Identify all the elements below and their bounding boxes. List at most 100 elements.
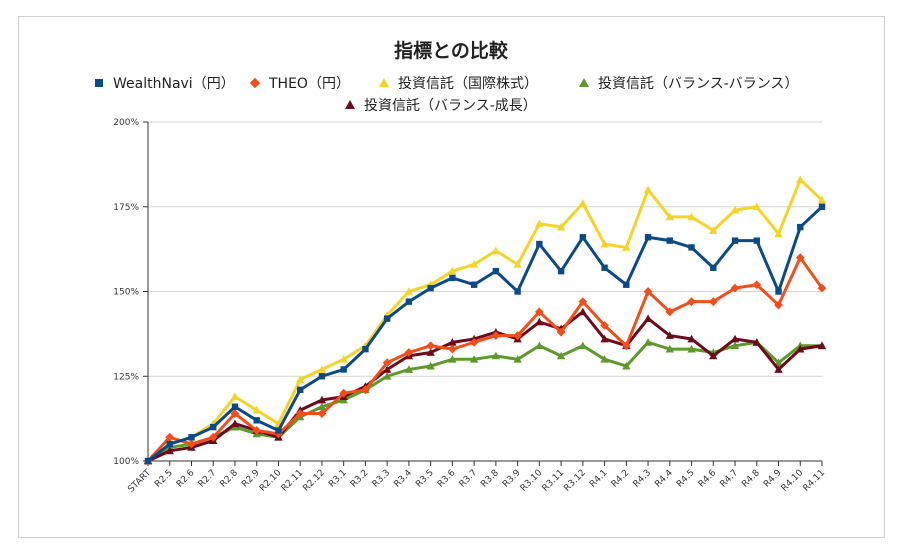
data-point — [797, 223, 804, 231]
series-line — [143, 307, 827, 465]
x-axis: START R2.5 R2.6 R2.7 R2.8 R2.9R2.10R2.11R2.12… — [126, 461, 827, 495]
series-line — [143, 253, 827, 466]
data-point — [448, 355, 457, 363]
data-point — [95, 79, 103, 87]
data-point — [774, 300, 783, 310]
gridlines — [148, 121, 822, 462]
x-tick-label: R4.2 — [610, 468, 632, 490]
legend-item: THEO（円） — [249, 76, 350, 92]
x-tick-label: R2.10 — [258, 468, 284, 494]
data-point — [578, 341, 588, 350]
data-point — [818, 203, 826, 210]
data-point — [600, 334, 609, 343]
x-tick-label: R4.5 — [675, 468, 697, 490]
data-point — [188, 434, 195, 441]
data-point — [317, 402, 327, 411]
x-tick-label: R4.8 — [740, 468, 762, 490]
data-point — [753, 237, 760, 244]
data-point — [339, 355, 348, 363]
data-point — [709, 351, 718, 360]
data-point — [382, 372, 392, 380]
data-point — [513, 355, 522, 363]
data-point — [469, 337, 479, 347]
data-point — [165, 446, 174, 455]
data-point — [578, 297, 588, 307]
x-tick-label: R4.10 — [780, 468, 806, 494]
data-point — [535, 219, 544, 228]
data-point — [492, 267, 500, 275]
data-point — [404, 287, 414, 295]
data-point — [230, 419, 240, 428]
data-point — [687, 334, 696, 343]
series-path — [147, 178, 824, 463]
data-point — [665, 344, 675, 353]
data-point — [534, 307, 544, 317]
data-point — [666, 237, 674, 244]
data-point — [817, 195, 827, 204]
data-point — [317, 409, 327, 418]
x-tick-label: R2.7 — [197, 468, 219, 490]
data-point — [536, 240, 543, 248]
data-point — [687, 297, 696, 307]
data-point — [491, 351, 501, 360]
data-point — [447, 344, 457, 354]
x-tick-label: R4.11 — [801, 468, 827, 494]
data-point — [345, 100, 355, 109]
data-point — [665, 307, 675, 317]
data-point — [449, 274, 456, 282]
data-point — [405, 298, 413, 305]
data-point — [687, 344, 696, 353]
data-point — [730, 283, 740, 293]
data-point — [210, 423, 217, 431]
data-point — [643, 338, 653, 346]
data-point — [382, 358, 392, 368]
data-point — [687, 212, 696, 221]
legend-item: WealthNavi（円） — [95, 76, 235, 92]
data-point — [730, 341, 740, 350]
legend-item: 投資信託（バランス-成長） — [345, 98, 537, 114]
data-point — [556, 222, 566, 231]
data-point — [317, 365, 327, 373]
data-point — [708, 297, 718, 307]
data-point — [774, 358, 783, 367]
data-point — [448, 338, 457, 346]
x-tick-label: R3.12 — [562, 468, 588, 494]
data-point — [579, 234, 587, 241]
x-tick-label: R4.4 — [653, 468, 675, 490]
x-tick-label: R3.4 — [392, 468, 414, 490]
data-point — [731, 237, 739, 244]
data-point — [556, 327, 566, 337]
data-point — [623, 281, 630, 288]
x-tick-label: R3.8 — [479, 468, 501, 490]
x-tick-label: R2.11 — [280, 468, 306, 494]
data-point — [795, 253, 805, 262]
data-point — [621, 341, 631, 351]
series-line — [143, 338, 827, 465]
data-point — [339, 388, 349, 398]
y-tick-label: 100% — [113, 457, 139, 467]
data-point — [275, 427, 282, 434]
data-point — [317, 395, 327, 404]
legend-label: THEO（円） — [268, 76, 350, 92]
data-point — [535, 341, 544, 350]
data-point — [775, 288, 782, 295]
data-point — [600, 321, 609, 330]
data-point — [470, 281, 478, 288]
data-point — [535, 317, 544, 326]
data-point — [231, 403, 239, 410]
x-tick-label: R3.7 — [458, 468, 480, 490]
data-point — [578, 307, 588, 316]
data-point — [469, 355, 479, 363]
series-layer — [143, 175, 827, 466]
x-tick-label: R3.11 — [541, 468, 567, 494]
data-point — [383, 315, 391, 322]
data-point — [622, 361, 631, 370]
data-point — [448, 266, 457, 275]
data-point — [643, 314, 653, 322]
y-tick-label: 125% — [113, 372, 139, 382]
x-tick-label: R3.10 — [519, 468, 545, 494]
legend-label: 投資信託（国際株式） — [398, 76, 538, 92]
data-point — [644, 234, 652, 241]
data-point — [817, 341, 827, 350]
legend-label: WealthNavi（円） — [113, 76, 235, 92]
